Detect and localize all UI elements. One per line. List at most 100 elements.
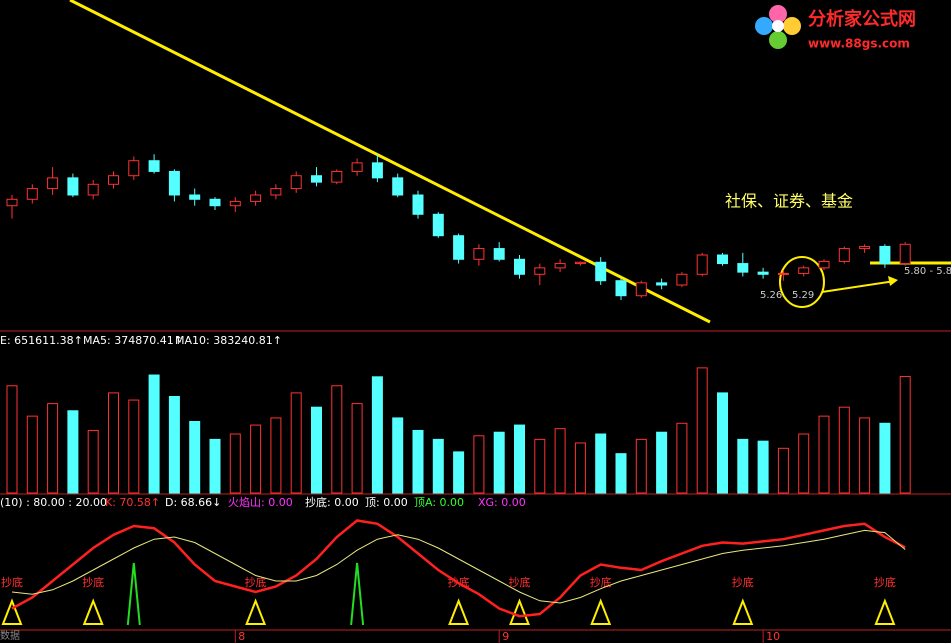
volume-bar [250,424,262,494]
candle-body [473,248,485,260]
trend-line [69,0,711,324]
volume-bar [493,431,505,494]
price-label: 5.29 [792,290,814,301]
legend-item: D: 68.66↓ [165,496,221,509]
volume-bar [290,392,302,494]
signal-triangle [590,598,612,625]
legend-item: 顶: 0.00 [365,496,408,509]
candle-body [777,272,789,275]
volume-bar [392,417,404,494]
volume-bar [168,395,180,494]
volume-bar [47,403,59,494]
signal-triangle [82,598,104,625]
volume-bar [595,433,607,494]
volume-bar [737,438,749,494]
candle-body [108,175,119,185]
candle-body [331,170,343,183]
spike [126,562,141,626]
price-label: 5.26 [760,290,782,301]
signal-triangle [1,598,23,625]
volume-bar [432,438,444,494]
candle-body [717,254,728,265]
candle-body [250,194,262,202]
signal-triangle [509,598,530,625]
signal-label: 抄底 [509,575,531,589]
signal-label: 抄底 [1,575,23,589]
volume-bar [717,392,728,494]
volume-bar [574,442,586,494]
candle-body [392,177,404,196]
volume-bar [371,376,383,494]
candle-body [696,254,708,275]
candle-body [189,194,201,200]
date-label: 8 [238,630,245,643]
signal-label: 抄底 [732,575,754,589]
signal-label: 抄底 [874,575,896,589]
signal-label: 抄底 [245,575,267,589]
candle-body [615,280,627,297]
volume-bar [798,433,810,494]
candle-body [290,175,302,190]
legend-item: (10) : 80.00 : 20.00 [0,496,107,509]
series-line [11,529,906,604]
candle-body [818,260,830,269]
candle-body [676,273,688,286]
candle-body [209,198,221,207]
candle-body [798,267,810,274]
volume-bar [87,429,99,494]
volume-bar [777,447,789,494]
volume-bar [554,428,566,494]
volume-bar [128,399,140,494]
volume-bar [859,417,871,494]
legend-item: MA10: 383240.81↑ [175,334,282,347]
candle-body [6,198,18,207]
candle-body [432,213,444,237]
volume-bar [311,406,322,494]
volume-bar [189,421,201,494]
legend-item: 抄底: 0.00 [305,495,359,509]
candle-body [757,271,769,275]
candle-body [128,160,140,177]
candle-body [311,175,322,183]
arrow [821,280,896,293]
legend-item: K: 70.58↑ [105,496,160,509]
volume-bar [635,438,647,494]
volume-bar [656,431,668,494]
candle-body [737,263,749,273]
logo-url: www.88gs.com [808,37,910,51]
volume-bar [108,392,119,494]
candle-body [351,162,363,172]
volume-bar [615,453,627,494]
logo: 分析家公式网 www.88gs.com [755,5,916,51]
volume-bar [757,440,769,494]
candle-body [635,282,647,297]
signal-label: 抄底 [590,575,612,589]
candle-body [574,261,586,265]
legend-item: XG: 0.00 [478,496,526,509]
candle-body [514,258,525,275]
volume-bar [879,422,891,494]
signal-triangle [448,598,470,625]
candle-body [656,282,668,286]
candle-body [229,200,241,207]
volume-bar [534,438,546,494]
volume-bar [696,367,708,494]
series-line [11,519,906,618]
volume-bar [818,415,830,494]
volume-bar [331,385,343,494]
volume-bar [473,435,485,494]
arrow-head [888,276,898,286]
candle-body [879,245,891,265]
candle-body [371,162,383,179]
legend-item: 顶A: 0.00 [414,496,464,509]
candle-body [493,248,505,260]
logo-name: 分析家公式网 [808,8,916,30]
signal-label: 抄底 [82,575,104,589]
annotation: 社保、证券、基金 [725,192,853,211]
candle-body [595,261,607,282]
candle-body [412,194,424,215]
candle-body [554,263,566,269]
volume-bar [351,403,363,494]
candle-body [534,267,546,275]
